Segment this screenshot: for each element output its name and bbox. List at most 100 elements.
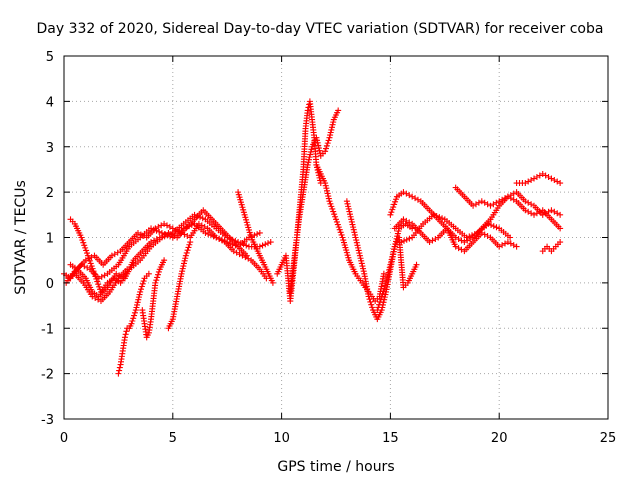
data-point-interp: [179, 268, 186, 275]
data-point-interp: [351, 231, 358, 238]
data-point: [304, 161, 311, 168]
data-point-interp: [391, 246, 398, 253]
data-point-interp: [243, 242, 250, 249]
data-point-interp: [324, 190, 331, 197]
y-tick-label: 1: [46, 232, 54, 247]
data-point: [557, 225, 564, 232]
data-point-interp: [325, 193, 332, 200]
data-point-interp: [96, 283, 103, 290]
data-point-interp: [138, 286, 145, 293]
data-point-interp: [433, 212, 440, 219]
data-point-interp: [383, 277, 390, 284]
data-point-interp: [84, 250, 91, 257]
data-point-interp: [86, 257, 93, 264]
data-point: [539, 170, 546, 177]
data-point: [333, 216, 339, 223]
data-point: [335, 107, 342, 114]
data-point: [213, 234, 220, 241]
data-point-interp: [385, 269, 392, 276]
x-tick-label: 25: [600, 431, 617, 446]
data-point: [267, 239, 274, 246]
data-point-interp: [134, 301, 141, 308]
data-point-interp: [129, 317, 136, 324]
data-point-interp: [183, 249, 190, 256]
data-point-interp: [136, 291, 143, 298]
y-tick-label: 4: [46, 95, 54, 110]
data-point-interp: [403, 190, 410, 197]
data-point: [326, 198, 333, 205]
data-point-interp: [455, 245, 462, 252]
data-point-interp: [389, 251, 396, 258]
data-point-interp: [344, 200, 351, 207]
data-point-interp: [384, 272, 391, 279]
data-point: [548, 175, 555, 182]
data-point-interp: [401, 237, 407, 244]
data-point-interp: [384, 274, 391, 281]
data-point-interp: [551, 177, 558, 184]
data-point-interp: [315, 142, 322, 149]
data-point-interp: [94, 278, 101, 285]
data-point: [487, 202, 494, 209]
data-point-interp: [216, 235, 223, 242]
data-point: [148, 225, 155, 232]
data-point-interp: [386, 264, 393, 271]
data-point-interp: [150, 226, 157, 233]
data-point-interp: [130, 315, 137, 322]
data-point-interp: [338, 231, 345, 238]
data-point-interp: [327, 132, 334, 139]
y-tick-label: -3: [41, 413, 54, 428]
data-point-interp: [507, 192, 514, 199]
x-axis-label: GPS time / hours: [277, 459, 394, 475]
data-point-interp: [388, 259, 395, 266]
data-point-interp: [354, 242, 361, 249]
y-tick-label: -1: [41, 322, 54, 337]
data-point: [326, 134, 333, 141]
data-point-interp: [525, 208, 532, 215]
data-point-interp: [510, 242, 517, 249]
data-point: [356, 252, 363, 259]
data-point: [115, 370, 122, 377]
data-point-interp: [82, 244, 89, 251]
data-point-interp: [259, 242, 266, 249]
data-point-interp: [80, 239, 87, 246]
y-tick-label: 2: [46, 186, 54, 201]
data-point-interp: [325, 137, 332, 144]
chart-title: Day 332 of 2020, Sidereal Day-to-day VTE…: [37, 21, 604, 37]
data-point-interp: [116, 364, 123, 371]
data-point-interp: [350, 224, 357, 231]
data-point: [145, 270, 152, 277]
data-point-interp: [179, 265, 186, 272]
data-point-interp: [154, 274, 161, 281]
data-point-interp: [394, 230, 401, 237]
data-point-interp: [439, 215, 446, 222]
data-point: [132, 307, 139, 314]
data-point-interp: [316, 147, 323, 154]
data-point: [522, 180, 529, 187]
data-point-interp: [432, 236, 439, 243]
data-point-interp: [327, 200, 334, 207]
data-point-interp: [140, 278, 147, 285]
data-point-interp: [131, 309, 138, 316]
data-point-interp: [98, 273, 105, 280]
data-point-interp: [329, 205, 336, 212]
data-point-interp: [334, 221, 341, 228]
data-point-interp: [554, 210, 561, 217]
data-point-interp: [92, 295, 99, 301]
data-point-interp: [306, 154, 313, 161]
data-point: [413, 261, 420, 268]
data-point-interp: [484, 232, 491, 239]
data-point-interp: [481, 199, 488, 206]
data-point-interp: [382, 282, 389, 289]
y-tick-label: 0: [46, 277, 54, 292]
data-point-interp: [403, 236, 410, 243]
data-point-interp: [153, 227, 160, 234]
data-point-interp: [542, 172, 549, 179]
data-point-interp: [475, 199, 482, 206]
data-point-interp: [95, 281, 102, 288]
data-point-interp: [358, 257, 365, 264]
data-point: [365, 293, 372, 300]
data-point-interp: [254, 231, 261, 238]
data-point-interp: [330, 208, 337, 215]
data-point-interp: [83, 247, 90, 254]
data-point-interp: [466, 233, 473, 240]
